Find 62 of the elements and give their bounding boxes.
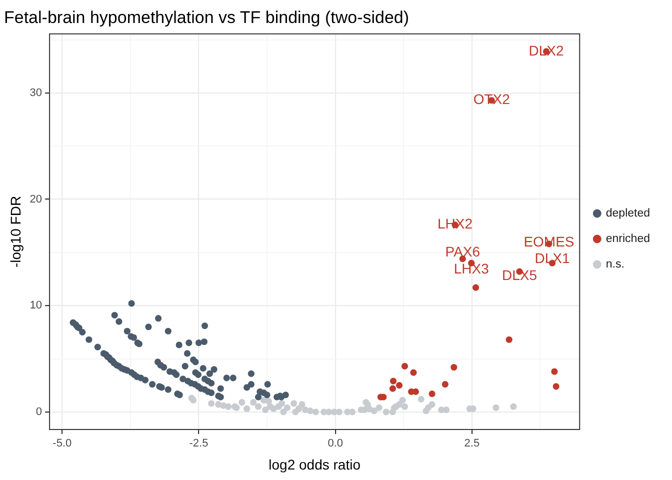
- point: [442, 406, 450, 414]
- annotation: OTX2: [473, 91, 510, 108]
- point: [389, 385, 396, 392]
- point: [325, 408, 332, 416]
- point: [401, 362, 408, 370]
- point: [312, 408, 319, 416]
- point: [190, 396, 197, 404]
- point: [376, 404, 382, 411]
- x-tick-label: -2.5: [189, 438, 208, 450]
- point: [472, 284, 480, 291]
- point: [280, 408, 287, 416]
- point: [238, 399, 246, 406]
- y-tick-label: 0: [36, 406, 42, 418]
- point: [262, 406, 269, 414]
- point: [396, 382, 403, 389]
- point: [290, 400, 298, 407]
- point: [418, 396, 424, 402]
- point: [382, 408, 390, 416]
- point: [336, 408, 342, 416]
- x-tick-label: 0.0: [328, 438, 343, 450]
- x-tick-label: 2.5: [464, 438, 480, 450]
- point: [244, 405, 250, 412]
- x-tick-label: -5.0: [52, 438, 72, 450]
- y-tick-label: 10: [30, 300, 42, 312]
- y-axis-title: -log10 FDR: [7, 196, 24, 268]
- point: [401, 403, 408, 410]
- point: [208, 400, 215, 407]
- point: [442, 380, 448, 388]
- point: [366, 405, 373, 412]
- point: [306, 408, 314, 414]
- point: [450, 364, 458, 371]
- point: [510, 403, 517, 410]
- point: [224, 403, 232, 410]
- point: [428, 390, 436, 398]
- point: [265, 398, 272, 405]
- legend-label: n.s.: [606, 258, 624, 271]
- point: [551, 368, 558, 375]
- point: [506, 336, 512, 343]
- point: [428, 401, 436, 408]
- point: [298, 401, 306, 408]
- point: [348, 408, 356, 416]
- point: [399, 396, 406, 404]
- y-tick-label: 20: [30, 193, 42, 206]
- point: [492, 404, 500, 411]
- point: [295, 405, 302, 412]
- annotation: DLX5: [502, 267, 538, 284]
- point: [284, 404, 291, 411]
- point: [390, 378, 397, 384]
- chart-title: Fetal-brain hypomethylation vs TF binding (two-sided): [4, 8, 410, 27]
- point: [412, 388, 419, 396]
- point: [278, 400, 286, 407]
- annotation: PAX6: [445, 243, 480, 260]
- point: [552, 383, 560, 390]
- y-tick-label: 30: [30, 86, 42, 99]
- point: [410, 369, 417, 376]
- point: [250, 399, 257, 406]
- point: [255, 403, 262, 410]
- annotation: LHX3: [454, 260, 490, 276]
- legend-label: depleted: [606, 208, 650, 220]
- x-axis-title: log2 odds ratio: [268, 456, 361, 472]
- point: [370, 408, 378, 414]
- legend-label: enriched: [606, 233, 650, 246]
